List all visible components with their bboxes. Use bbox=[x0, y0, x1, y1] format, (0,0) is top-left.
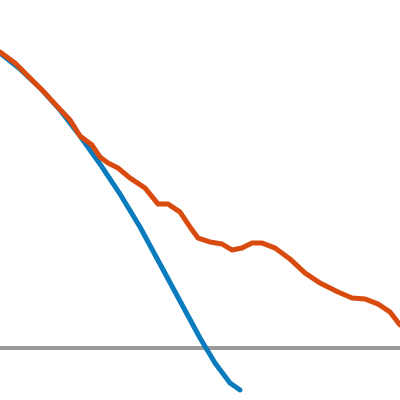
series-line-2 bbox=[0, 49, 400, 328]
series-line-1 bbox=[0, 50, 243, 393]
